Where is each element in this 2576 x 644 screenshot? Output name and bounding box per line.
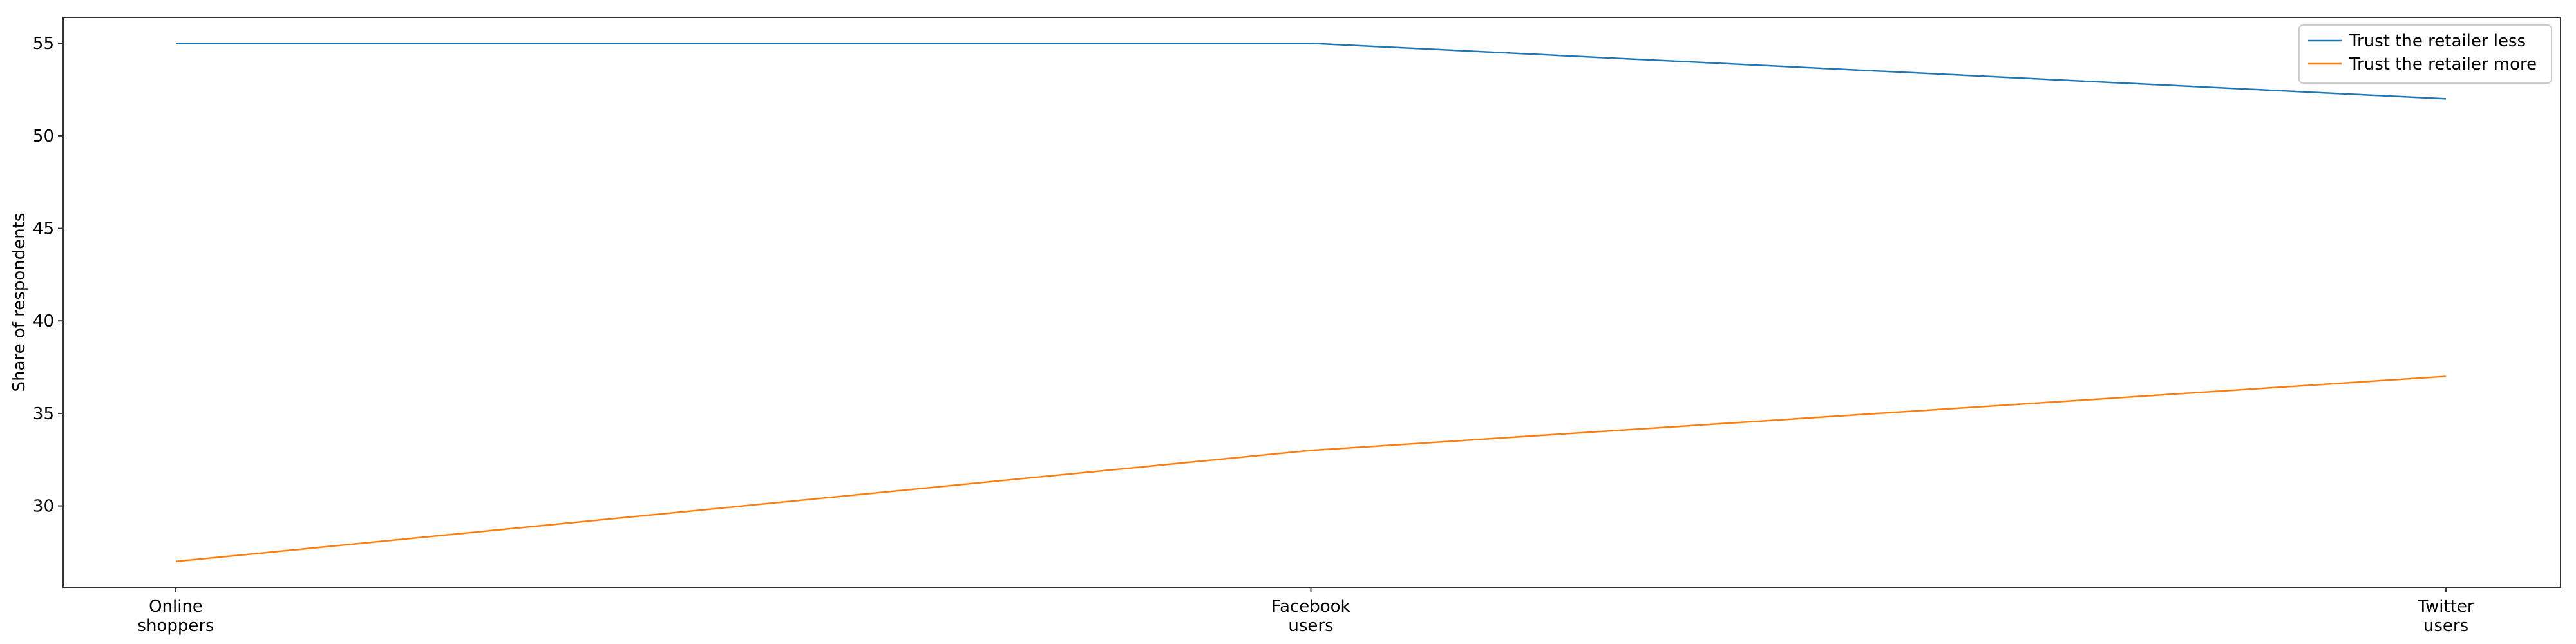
y-tick-label: 40: [33, 312, 54, 331]
plot-area: [62, 17, 2561, 588]
y-tick-label: 30: [33, 497, 54, 516]
x-tick-label: Facebook users: [1271, 597, 1350, 636]
y-axis-label: Share of respondents: [10, 213, 29, 392]
x-tick-label: Online shoppers: [137, 597, 214, 636]
legend-label: Trust the retailer more: [2349, 55, 2537, 74]
series-line-1: [176, 42, 2447, 100]
legend-box: [2298, 24, 2552, 84]
series-line-2: [175, 375, 2447, 563]
series-lines: [175, 42, 2447, 563]
y-axis: 30 35 40 45 50 55: [33, 34, 63, 516]
y-tick-label: 55: [33, 34, 54, 53]
y-tick-label: 35: [33, 404, 54, 424]
x-axis: Online shoppers Facebook users Twitter users: [137, 587, 2474, 636]
y-tick-label: 50: [33, 127, 54, 146]
legend-label: Trust the retailer less: [2349, 32, 2526, 51]
legend: Trust the retailer less Trust the retaile…: [2298, 24, 2552, 84]
y-tick-label: 45: [33, 220, 54, 239]
x-tick-label: Twitter users: [2417, 597, 2474, 636]
